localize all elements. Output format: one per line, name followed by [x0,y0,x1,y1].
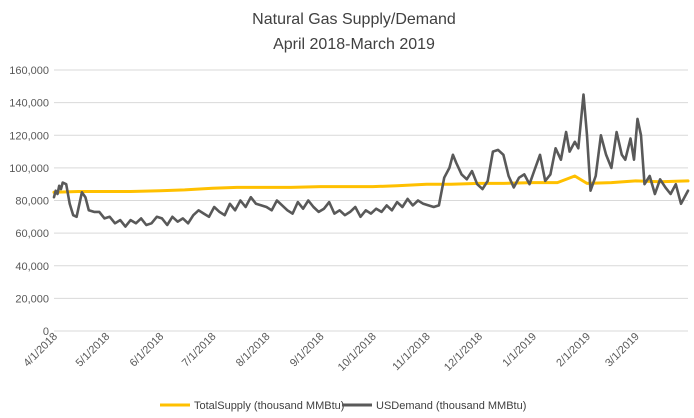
series-line-usdemand [52,93,690,228]
y-tick-label: 80,000 [15,196,49,208]
y-tick-label: 160,000 [9,65,49,77]
y-tick-label: 60,000 [15,228,49,240]
y-tick-label: 140,000 [9,98,49,110]
series-line-totalsupply [52,174,690,194]
x-tick-label: 5/1/2018 [74,331,113,370]
x-tick-label: 6/1/2018 [128,331,167,370]
legend-label: USDemand (thousand MMBtu) [376,400,526,412]
x-tick-label: 10/1/2018 [336,331,379,374]
x-tick-label: 1/1/2019 [500,331,539,370]
y-axis: 0 20,000 40,000 60,000 80,000 100,000 120,000 1… [9,65,49,338]
y-tick-label: 0 [43,326,49,338]
x-tick-label: 2/1/2019 [554,331,593,370]
gridlines [54,69,688,332]
x-tick-label: 8/1/2018 [234,331,273,370]
chart-subtitle: April 2018-March 2019 [273,36,435,53]
y-tick-label: 120,000 [9,130,49,142]
x-tick-label: 12/1/2018 [442,331,485,374]
x-tick-label: 11/1/2018 [390,331,433,374]
x-tick-label: 4/1/2018 [21,331,60,370]
legend-label: TotalSupply (thousand MMBtu) [194,400,344,412]
series-lines [52,93,690,228]
y-tick-label: 20,000 [15,293,49,305]
x-tick-label: 7/1/2018 [180,331,219,370]
x-tick-label: 9/1/2018 [288,331,327,370]
x-tick-label: 3/1/2019 [603,331,642,370]
legend: TotalSupply (thousand MMBtu) USDemand (th… [160,400,526,412]
x-axis: 4/1/2018 5/1/2018 6/1/2018 7/1/2018 8/1/2018… [21,331,642,374]
y-tick-label: 40,000 [15,261,49,273]
y-tick-label: 100,000 [9,163,49,175]
chart-title: Natural Gas Supply/Demand [252,11,456,28]
